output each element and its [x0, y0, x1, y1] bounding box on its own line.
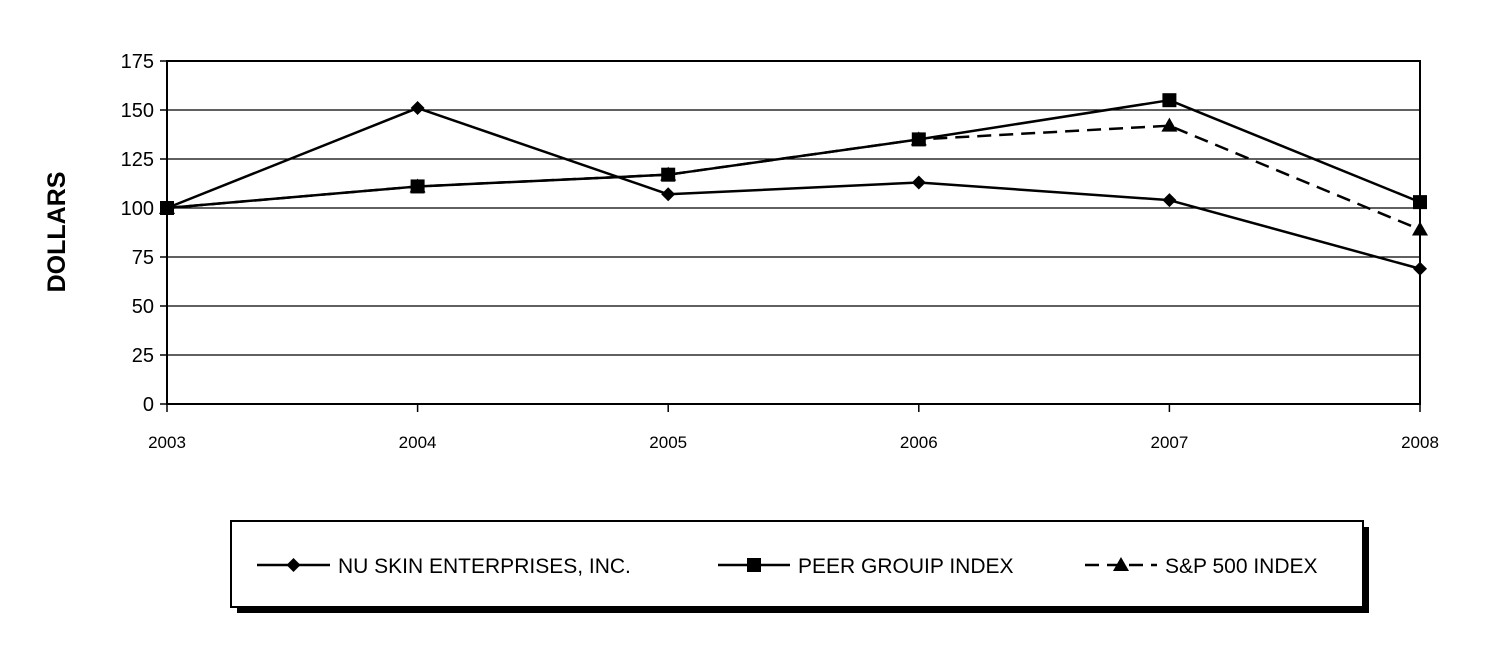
x-tick-label: 2005 [649, 433, 687, 452]
legend: NU SKIN ENTERPRISES, INC. PEER GROUIP IND… [230, 520, 1369, 613]
legend-label-0: NU SKIN ENTERPRISES, INC. [338, 555, 631, 578]
x-tick-label: 2003 [148, 433, 186, 452]
gridlines [167, 60, 1420, 405]
plot-frame [166, 60, 1421, 405]
axis-labels: DOLLARS 0 25 50 75 100 125 150 175 2003 2004 2005 2… [43, 51, 1439, 452]
legend-marker-triangle [1113, 557, 1129, 571]
series-line-1 [166, 98, 1421, 210]
data-point-diamond [1413, 261, 1427, 276]
y-tick-label: 75 [132, 247, 154, 269]
legend-label-1: PEER GROUIP INDEX [798, 555, 1014, 578]
y-tick-label: 100 [121, 198, 154, 220]
x-tick-label: 2006 [900, 433, 938, 452]
data-point-diamond [410, 101, 425, 116]
y-tick-label: 25 [132, 345, 154, 367]
legend-marker-square [747, 558, 761, 572]
data-point-square [160, 201, 174, 215]
axes [160, 60, 1421, 412]
data-point-triangle [1412, 221, 1428, 236]
data-point-diamond [1162, 193, 1177, 208]
legend-label-2: S&P 500 INDEX [1165, 555, 1318, 578]
y-tick-label: 50 [132, 296, 154, 318]
data-point-square [911, 132, 926, 147]
y-tick-label: 175 [121, 51, 154, 73]
y-tick-label: 150 [121, 100, 154, 122]
legend-box [230, 520, 1364, 608]
data-point-square [1162, 93, 1177, 108]
x-tick-label: 2008 [1401, 433, 1439, 452]
series-line-2 [166, 124, 1421, 231]
data-point-diamond [661, 187, 676, 202]
x-tick-label: 2007 [1150, 433, 1188, 452]
data-point-diamond [911, 175, 926, 190]
data-point-square [661, 167, 676, 182]
data-point-square [1413, 195, 1427, 210]
series-line-0 [166, 106, 1421, 270]
data-point-square [410, 179, 425, 194]
series-markers [159, 93, 1428, 276]
data-point-triangle [1161, 117, 1178, 132]
y-axis-label: DOLLARS [43, 172, 71, 293]
legend-marker-diamond [286, 558, 301, 572]
series-lines [166, 98, 1421, 270]
x-tick-label: 2004 [399, 433, 437, 452]
y-tick-label: 0 [143, 394, 154, 416]
y-tick-label: 125 [121, 149, 154, 171]
